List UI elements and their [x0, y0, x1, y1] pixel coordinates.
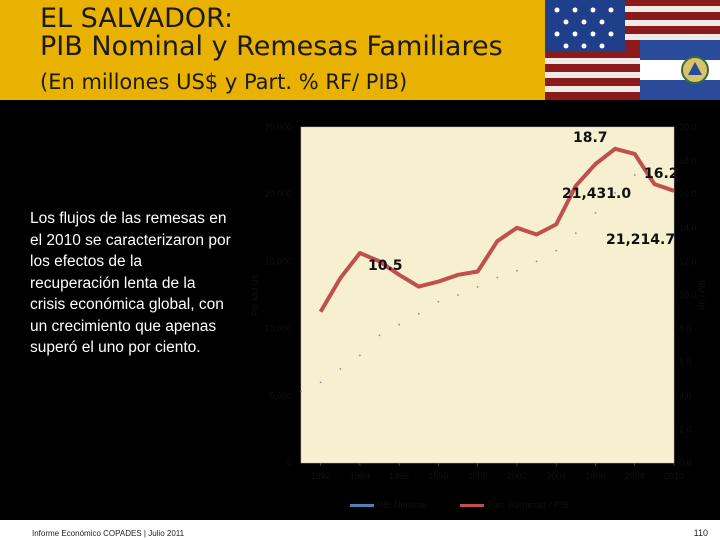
y-left-tick-label: 0	[287, 458, 292, 468]
x-tick-label: 2008	[625, 471, 645, 481]
label-remesas-1996: 10.5	[368, 258, 403, 274]
page-title-line2: PIB Nominal y Remesas Familiares	[40, 31, 503, 62]
y-left-tick-label: 5,000	[269, 391, 292, 401]
pib-data-point	[457, 294, 459, 296]
y-right-tick-label: 10.0	[679, 290, 697, 300]
x-tick-label: 2006	[585, 471, 605, 481]
legend-remesas-label: Part. Remesas / PIB	[487, 500, 569, 510]
x-tick-label: 2010	[664, 471, 684, 481]
label-remesas-2007: 18.7	[573, 130, 608, 146]
y-right-tick-label: 12.0	[679, 256, 697, 266]
y-right-tick-label: 8.0	[679, 324, 692, 334]
label-remesas-2010: 16.2	[644, 166, 679, 182]
pib-data-point	[437, 300, 440, 303]
x-tick-label: 2000	[468, 471, 488, 481]
page-number: 110	[693, 528, 708, 538]
pib-remesas-chart: 0 5,000 10,000 15,000 20,000 25,000 0.0 2.0 4.0…	[251, 122, 707, 510]
y-right-tick-label: 16.0	[679, 189, 697, 199]
y-left-tick-label: 20,000	[264, 189, 292, 199]
x-tick-label: 1996	[389, 471, 409, 481]
page-title: EL SALVADOR:	[40, 3, 234, 34]
y-axis-right-label: RF / PIB	[698, 280, 707, 310]
pib-data-point	[594, 212, 597, 214]
pib-data-point	[633, 174, 636, 176]
x-tick-label: 2004	[546, 471, 566, 481]
legend-remesas-swatch	[460, 504, 484, 507]
legend-pib-label: PIB Nominal	[377, 500, 427, 510]
y-right-tick-label: 6.0	[679, 357, 692, 367]
pib-data-point	[300, 390, 302, 393]
y-axis-left-label: PIB MM US	[251, 274, 260, 316]
pib-data-point	[417, 312, 420, 315]
pib-data-point	[476, 286, 479, 288]
remesas-series-line	[318, 146, 675, 313]
pib-data-point	[378, 334, 381, 337]
y-right-tick-label: 14.0	[679, 223, 697, 233]
y-right-tick-label: 2.0	[679, 424, 692, 434]
y-left-tick-label: 10,000	[264, 324, 292, 334]
legend-pib-swatch	[350, 504, 374, 507]
y-right-tick-label: 4.0	[679, 391, 692, 401]
x-tick-label: 1994	[350, 471, 370, 481]
footer-bar	[0, 520, 720, 540]
pib-data-point	[319, 381, 322, 384]
footer-source: Informe Económico COPADES | Julio 2011	[32, 529, 185, 538]
y-right-tick-label: 20.0	[679, 122, 697, 132]
pib-data-point	[358, 354, 361, 357]
flags-image	[545, 0, 720, 100]
x-tick-label: 1992	[311, 471, 331, 481]
y-right-tick-label: 18.0	[679, 156, 697, 166]
label-pib-2010: 21,214.7	[606, 232, 675, 248]
plot-area	[300, 126, 675, 464]
y-left-tick-label: 15,000	[264, 256, 292, 266]
y-right-tick-label: 0.0	[679, 458, 692, 468]
pib-data-point	[398, 323, 401, 326]
side-note: Los flujos de las remesas en el 2010 se …	[30, 210, 231, 356]
pib-data-point	[574, 232, 577, 235]
pib-data-point	[516, 269, 518, 272]
label-pib-2008: 21,431.0	[562, 186, 631, 202]
x-tick-label: 1998	[428, 471, 448, 481]
pib-data-point	[535, 260, 538, 263]
page-subtitle: (En millones US$ y Part. % RF/ PIB)	[40, 70, 408, 94]
pib-data-point	[673, 176, 675, 179]
y-left-tick-label: 25,000	[264, 122, 292, 132]
pib-data-point	[339, 368, 342, 370]
pib-data-point	[614, 191, 617, 194]
pib-data-point	[496, 276, 499, 279]
x-tick-label: 2002	[507, 471, 527, 481]
pib-data-point	[555, 249, 558, 252]
